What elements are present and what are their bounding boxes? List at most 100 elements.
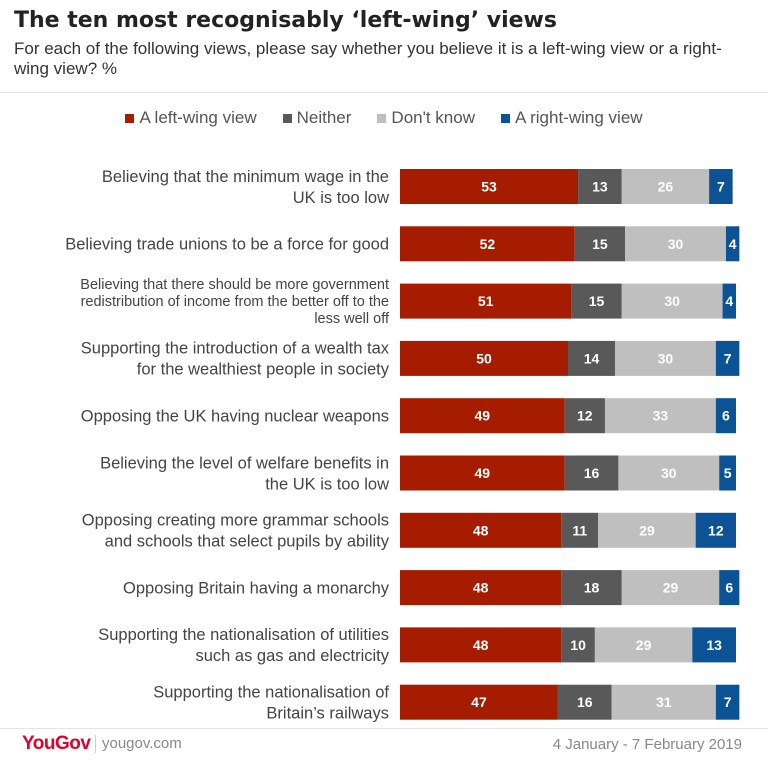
- bar-segment-neither: [564, 455, 619, 491]
- category-label: Supporting the nationalisation of Britain…: [153, 683, 389, 722]
- legend-swatch-left-wing: [125, 113, 135, 123]
- data-label-neither: 14: [584, 350, 600, 366]
- data-label-right-wing: 5: [724, 465, 732, 481]
- bar-segment-right-wing: [692, 627, 736, 663]
- category-label-line: Opposing the UK having nuclear weapons: [81, 407, 389, 425]
- data-label-neither: 18: [584, 580, 600, 596]
- category-label: Believing that the minimum wage in the UK…: [102, 168, 389, 207]
- bar-segment-neither: [578, 169, 622, 204]
- legend-label-left-wing: A left-wing view: [139, 108, 257, 127]
- bar-segment-dont-know: [598, 512, 696, 548]
- footer-divider: [0, 728, 768, 729]
- data-label-neither: 12: [577, 408, 593, 424]
- data-label-left-wing: 50: [476, 350, 492, 366]
- bar-segment-left-wing: [400, 455, 565, 491]
- data-label-dont-know: 30: [658, 350, 674, 366]
- data-label-dont-know: 29: [663, 580, 679, 596]
- bar-segment-neither: [571, 283, 622, 319]
- bar-segment-right-wing: [709, 169, 733, 204]
- data-label-right-wing: 7: [724, 694, 732, 710]
- data-label-right-wing: 7: [724, 350, 732, 366]
- bar-segment-left-wing: [400, 226, 575, 262]
- category-label-line: Supporting the introduction of a wealth …: [81, 340, 390, 358]
- data-label-dont-know: 29: [639, 522, 655, 538]
- data-label-dont-know: 31: [656, 694, 672, 710]
- category-label-line: UK is too low: [293, 189, 389, 207]
- data-label-neither: 11: [572, 522, 587, 538]
- data-label-left-wing: 51: [478, 293, 494, 309]
- category-label: Supporting the introduction of a wealth …: [81, 340, 390, 379]
- data-label-right-wing: 12: [708, 522, 724, 538]
- category-label-line: Britain’s railways: [266, 704, 389, 722]
- bar-segment-left-wing: [400, 627, 562, 663]
- category-label-line: Supporting the nationalisation of utilit…: [98, 626, 389, 644]
- data-label-left-wing: 49: [475, 465, 491, 481]
- bar-segment-dont-know: [604, 398, 716, 434]
- data-label-dont-know: 30: [668, 236, 684, 252]
- data-label-dont-know: 26: [658, 179, 674, 195]
- bar-segment-right-wing: [715, 684, 740, 720]
- bar-segment-dont-know: [611, 684, 716, 720]
- category-label: Opposing the UK having nuclear weapons: [81, 407, 389, 425]
- legend-swatch-dont-know: [377, 113, 387, 123]
- legend-label-dont-know: Don't know: [391, 108, 475, 127]
- legend-item-dont-know: Don't know: [377, 108, 475, 128]
- data-label-right-wing: 6: [725, 580, 733, 596]
- category-label: Supporting the nationalisation of utilit…: [98, 626, 390, 665]
- bar-segment-right-wing: [715, 340, 740, 376]
- legend-swatch-right-wing: [501, 113, 510, 123]
- data-label-left-wing: 48: [473, 522, 489, 538]
- data-label-right-wing: 7: [717, 179, 725, 195]
- bar-segment-dont-know: [615, 340, 716, 376]
- data-label-neither: 15: [589, 293, 605, 309]
- bar-segment-neither: [574, 226, 626, 262]
- bar-segment-dont-know: [621, 570, 720, 606]
- data-label-left-wing: 48: [473, 580, 489, 596]
- yougov-logo: YouGov: [22, 733, 91, 754]
- category-label-line: the UK is too low: [265, 475, 389, 493]
- chart-title: The ten most recognisably ‘left-wing’ vi…: [14, 8, 557, 33]
- data-label-dont-know: 29: [636, 637, 652, 653]
- bar-segment-left-wing: [400, 398, 565, 434]
- data-label-dont-know: 30: [664, 293, 680, 309]
- data-label-neither: 16: [577, 694, 593, 710]
- bar-segment-dont-know: [621, 169, 710, 204]
- legend-swatch-neither: [282, 113, 292, 123]
- category-label-line: for the wealthiest people in society: [137, 361, 390, 379]
- category-label: Believing trade unions to be a force for…: [65, 236, 389, 254]
- bar-segment-left-wing: [400, 283, 572, 319]
- category-label: Believing the level of welfare benefits …: [100, 454, 389, 493]
- data-label-left-wing: 47: [471, 694, 487, 710]
- bar-segment-left-wing: [400, 340, 568, 376]
- category-label-line: Believing trade unions to be a force for…: [65, 236, 389, 254]
- data-label-neither: 16: [584, 465, 600, 481]
- data-label-neither: 15: [592, 236, 608, 252]
- category-label-line: Believing that there should be more gove…: [80, 277, 389, 293]
- data-label-left-wing: 49: [475, 408, 491, 424]
- legend-item-right-wing: A right-wing view: [501, 108, 643, 128]
- bar-segment-dont-know: [621, 283, 723, 319]
- legend-item-left-wing: A left-wing view: [125, 108, 257, 128]
- bar-segment-right-wing: [695, 512, 736, 548]
- category-label: Opposing creating more grammar schools an…: [82, 512, 390, 551]
- bar-segment-right-wing: [722, 283, 736, 319]
- header-divider: [0, 92, 768, 93]
- data-label-right-wing: 13: [706, 637, 722, 653]
- category-label-line: Opposing creating more grammar schools: [82, 512, 389, 530]
- data-label-dont-know: 30: [661, 465, 677, 481]
- site-url: yougov.com: [102, 735, 182, 752]
- bar-segment-right-wing: [715, 398, 736, 434]
- category-label-line: Opposing Britain having a monarchy: [123, 579, 390, 597]
- legend-label-neither: Neither: [296, 108, 352, 127]
- category-label: Believing that there should be more gove…: [80, 277, 390, 327]
- legend: A left-wing view Neither Don't know A ri…: [0, 108, 768, 128]
- bar-segment-right-wing: [719, 455, 736, 491]
- data-label-right-wing: 4: [729, 236, 737, 252]
- bar-segment-right-wing: [725, 226, 740, 262]
- bar-segment-dont-know: [594, 627, 693, 663]
- bar-segment-neither: [557, 684, 612, 720]
- category-label-line: Supporting the nationalisation of: [153, 683, 389, 701]
- legend-item-neither: Neither: [282, 108, 352, 128]
- bar-segment-right-wing: [719, 570, 740, 606]
